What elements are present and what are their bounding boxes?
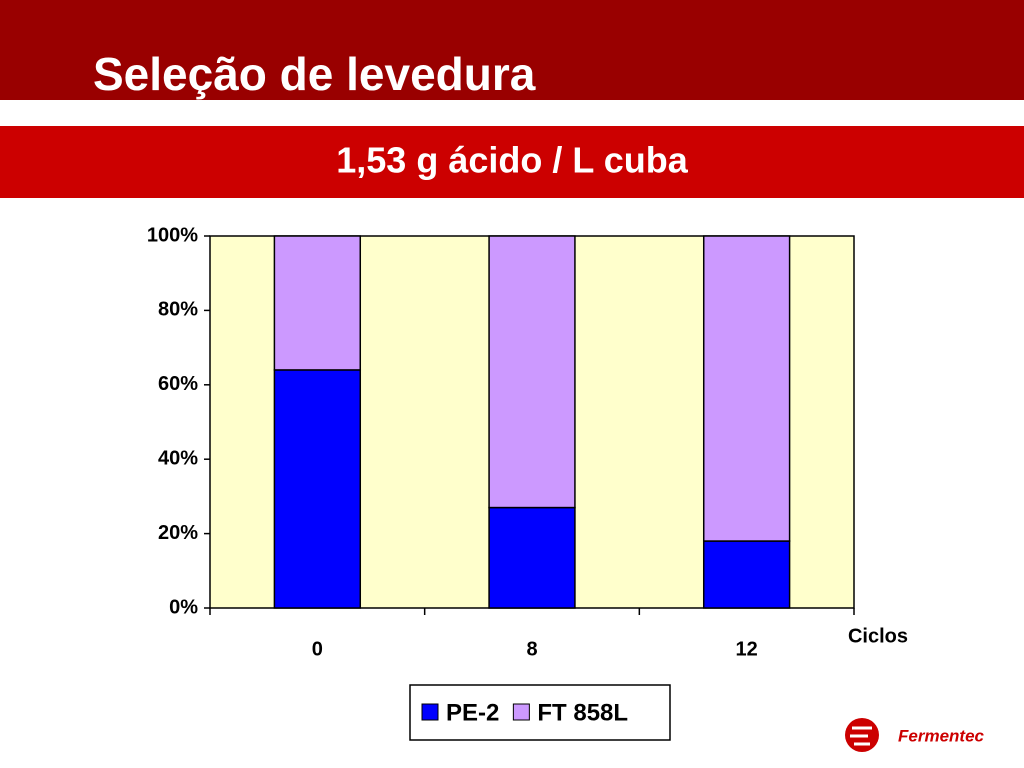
y-tick-label: 80% bbox=[158, 299, 198, 321]
logo: Fermentec bbox=[845, 718, 985, 752]
bar-segment bbox=[488, 235, 576, 509]
bar-segment bbox=[273, 235, 362, 371]
legend-swatch bbox=[421, 703, 439, 721]
x-axis-label: Ciclos bbox=[848, 625, 908, 647]
y-tick-label: 0% bbox=[169, 596, 198, 618]
x-tick-label: 0 bbox=[312, 638, 323, 660]
bar-segment bbox=[273, 369, 362, 609]
x-tick-label: 8 bbox=[526, 638, 537, 660]
bar-segment bbox=[702, 235, 791, 542]
logo-icon-lines bbox=[850, 726, 872, 746]
legend-label: FT 858L bbox=[537, 699, 628, 726]
y-tick-label: 100% bbox=[147, 224, 198, 246]
slide-subtitle: 1,53 g ácido / L cuba bbox=[336, 140, 688, 181]
y-tick-label: 40% bbox=[158, 447, 198, 469]
logo-text: Fermentec bbox=[898, 726, 985, 745]
legend-box bbox=[409, 684, 671, 741]
bar-segment bbox=[488, 506, 576, 609]
legend-swatch bbox=[512, 703, 530, 721]
header-band bbox=[0, 0, 1024, 100]
subtitle-band bbox=[0, 126, 1024, 198]
x-tick-label: 12 bbox=[736, 638, 758, 660]
legend-label: PE-2 bbox=[446, 699, 499, 726]
slide-title: Seleção de levedura bbox=[93, 48, 536, 100]
y-tick-label: 20% bbox=[158, 522, 198, 544]
bar-segment bbox=[702, 540, 791, 609]
y-tick-label: 60% bbox=[158, 373, 198, 395]
